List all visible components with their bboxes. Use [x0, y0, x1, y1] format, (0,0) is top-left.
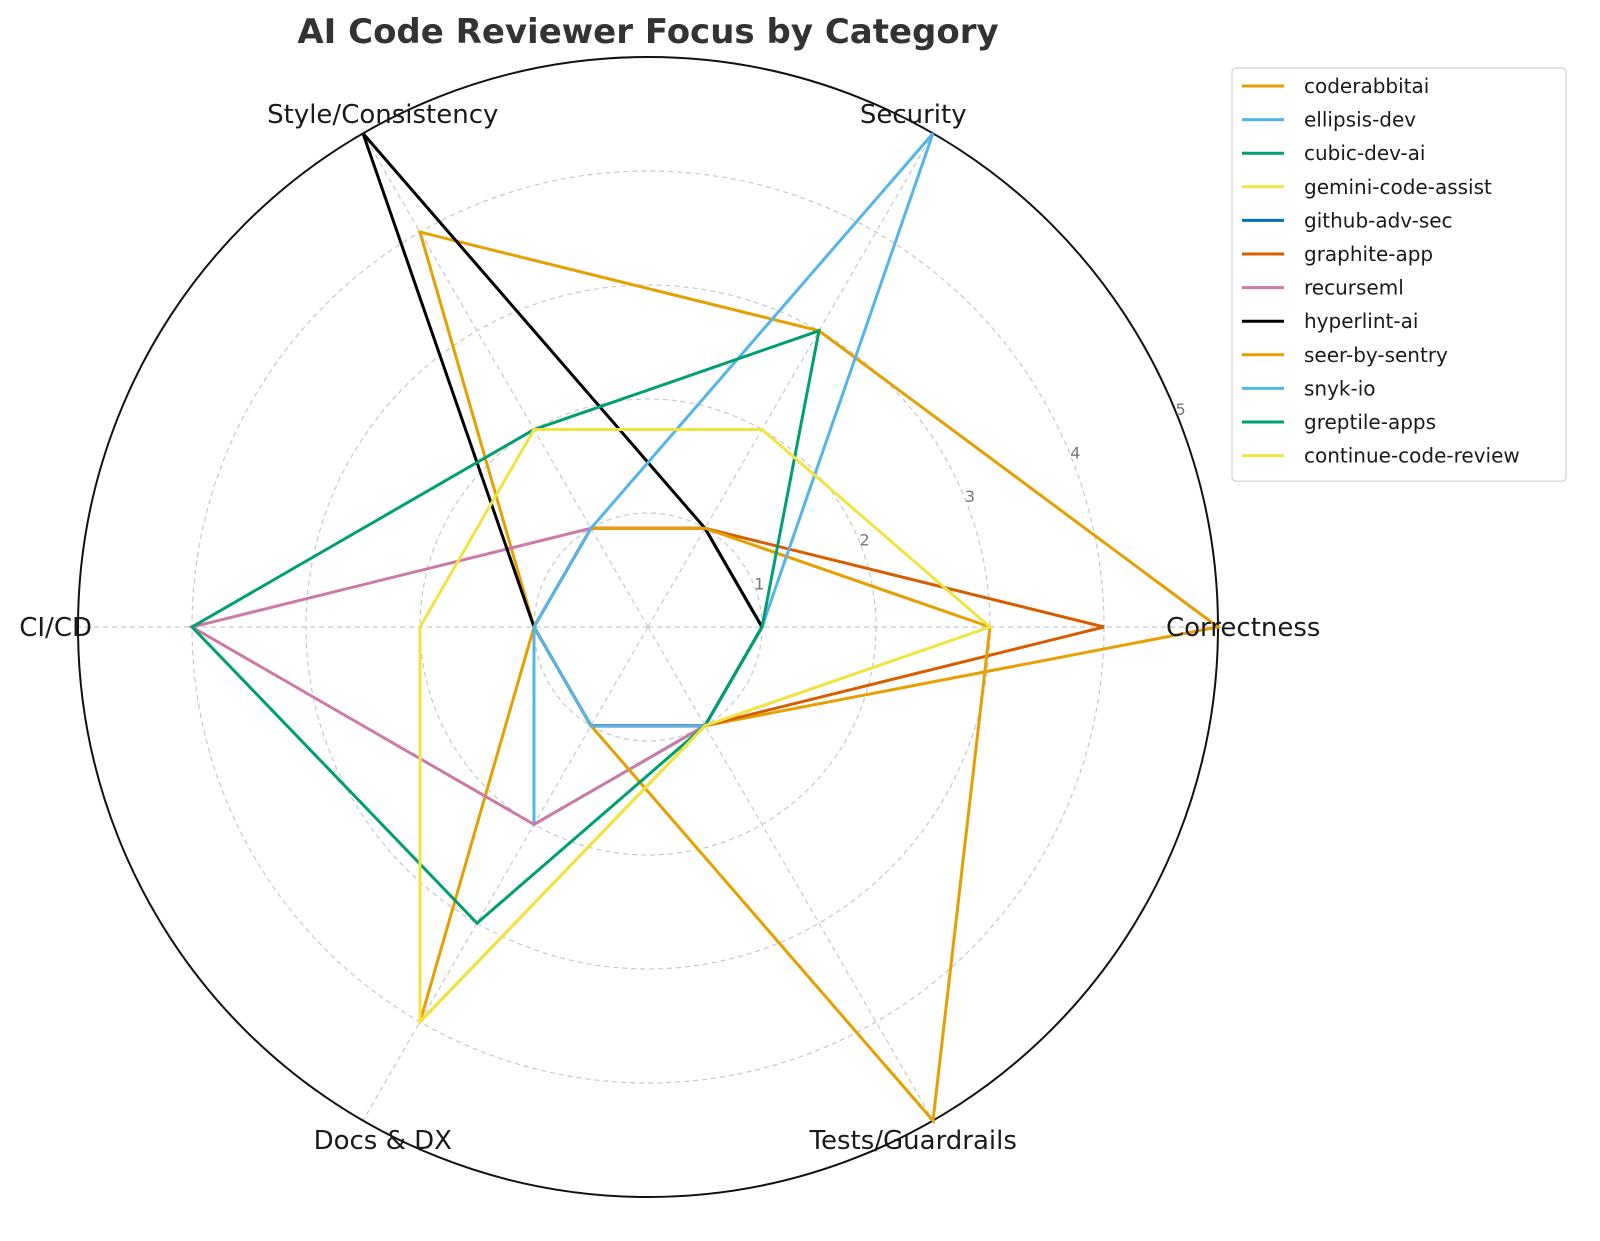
legend-label-cubic-dev-ai: cubic-dev-ai	[1304, 141, 1425, 165]
legend-label-gemini-code-assist: gemini-code-assist	[1304, 175, 1492, 199]
radial-tick-label: 1	[754, 574, 764, 593]
axis-label-ci-cd: CI/CD	[19, 613, 92, 643]
axis-label-tests-guardrails: Tests/Guardrails	[809, 1126, 1017, 1156]
axis-label-style-consistency: Style/Consistency	[267, 100, 498, 130]
axis-label-docs-dx: Docs & DX	[314, 1126, 452, 1156]
legend-label-snyk-io: snyk-io	[1304, 376, 1376, 400]
legend-label-ellipsis-dev: ellipsis-dev	[1304, 108, 1416, 132]
grid-spoke	[647, 626, 934, 1121]
axis-label-correctness: Correctness	[1166, 613, 1320, 643]
legend: coderabbitai ellipsis-dev cubic-dev-ai gemi…	[1231, 67, 1567, 482]
legend-label-coderabbitai: coderabbitai	[1304, 74, 1429, 98]
radial-tick-label: 5	[1176, 400, 1186, 419]
legend-label-hyperlint-ai: hyperlint-ai	[1304, 309, 1418, 333]
legend-label-recurseml: recurseml	[1304, 276, 1404, 300]
radial-tick-label: 3	[965, 487, 975, 506]
radial-tick-labels: 1 2 3 4 5	[754, 400, 1185, 594]
chart-title: AI Code Reviewer Focus by Category	[297, 12, 998, 52]
series-line-ellipsis-dev	[532, 526, 764, 828]
series-lines	[188, 132, 1222, 1125]
legend-label-seer-by-sentry: seer-by-sentry	[1304, 343, 1448, 367]
axis-label-security: Security	[860, 100, 967, 130]
axis-labels: Correctness Security Style/Consistency CI/C…	[19, 100, 1320, 1156]
legend-label-continue-code-review: continue-code-review	[1304, 444, 1520, 468]
radar-grid	[77, 56, 1219, 1198]
legend-label-github-adv-sec: github-adv-sec	[1304, 208, 1453, 232]
legend-box	[1231, 67, 1567, 482]
grid-spoke	[362, 626, 649, 1121]
legend-label-greptile-apps: greptile-apps	[1304, 410, 1436, 434]
series-line-continue-code-review	[418, 428, 993, 1026]
grid-spoke	[647, 133, 934, 628]
grid-spoke	[362, 133, 649, 628]
legend-label-graphite-app: graphite-app	[1304, 242, 1433, 266]
radial-tick-label: 2	[860, 531, 870, 550]
radial-tick-label: 4	[1070, 443, 1080, 462]
